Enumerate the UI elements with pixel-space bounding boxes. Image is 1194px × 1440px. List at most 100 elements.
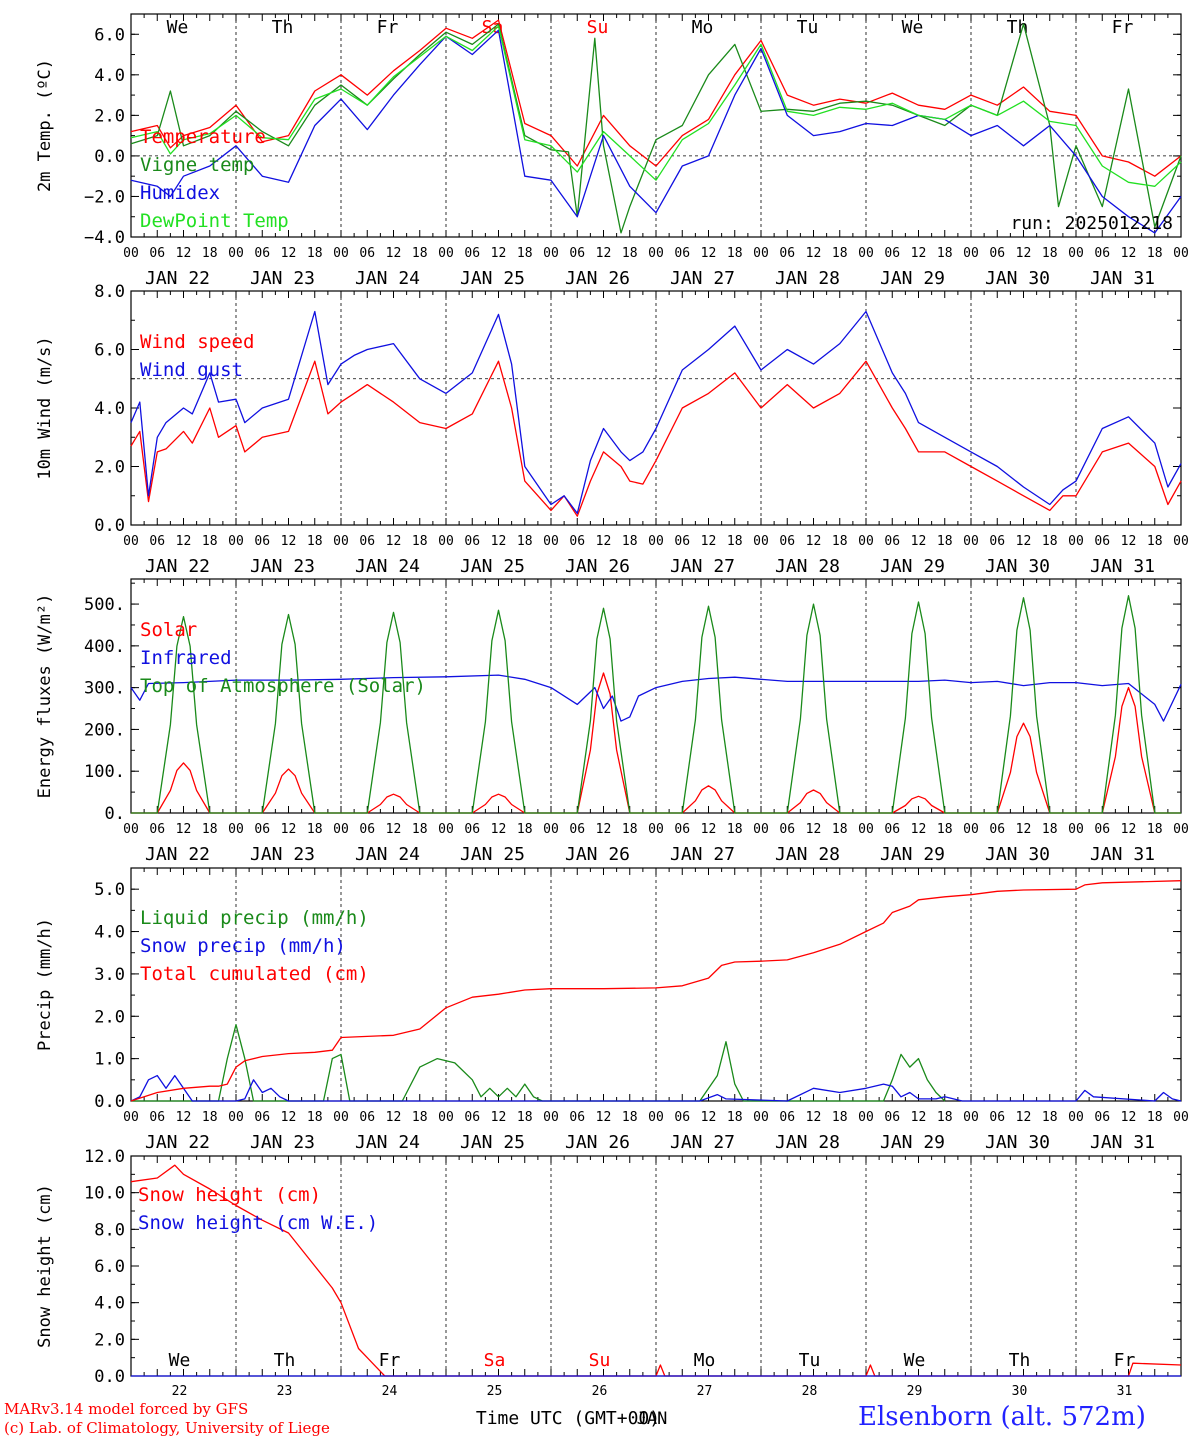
hour-tick-label: 18 (832, 822, 848, 837)
series-line-wind-gust (130, 310, 1182, 514)
legend-entry: Snow precip (mm/h) (140, 935, 346, 957)
hour-tick-label: 00 (123, 534, 139, 549)
y-tick-label: 0. (105, 804, 125, 824)
hour-tick-label: 06 (779, 1110, 795, 1125)
hour-tick-label: 06 (1094, 1110, 1110, 1125)
date-label: JAN 25 (460, 1132, 525, 1153)
overlap-label: JAN (637, 1409, 668, 1429)
y-tick-label: 6.0 (94, 341, 125, 361)
date-label: JAN 22 (145, 1132, 210, 1153)
hour-tick-label: 00 (858, 246, 874, 261)
panel-2: 8.0 6.0 4.0 2.0 0.0 10m Wind (m/s) 00 06 12 18 JAN… (35, 282, 1189, 577)
hour-tick-label: 00 (1173, 534, 1189, 549)
date-label: JAN 23 (250, 556, 315, 577)
date-label: JAN 27 (670, 556, 735, 577)
hour-tick-label: 00 (648, 822, 664, 837)
hour-tick-label: 12 (596, 822, 612, 837)
hour-tick-label: 06 (674, 534, 690, 549)
hour-tick-label: 00 (228, 246, 244, 261)
hour-tick-label: 12 (386, 534, 402, 549)
hour-tick-label: 18 (1147, 534, 1163, 549)
y-tick-label: 2.0 (94, 1007, 125, 1027)
weekday-label: We (169, 1350, 191, 1371)
y-tick-label: 6.0 (94, 25, 125, 45)
hour-tick-label: 18 (832, 1110, 848, 1125)
series-line-vigne-temp (130, 23, 1182, 234)
weekday-label: Fr (377, 17, 399, 38)
y-tick-label: 3.0 (94, 965, 125, 985)
panel-4: 5.0 4.0 3.0 2.0 1.0 0.0 Precip (mm/h) 00 06 12 18 J… (35, 867, 1189, 1153)
hour-tick-label: 12 (1016, 1110, 1032, 1125)
hour-tick-label: 00 (123, 1110, 139, 1125)
y-tick-label: 0.0 (94, 516, 125, 536)
hour-tick-label: 12 (491, 534, 507, 549)
y-tick-label: 0.0 (94, 147, 125, 167)
hour-tick-label: 12 (596, 246, 612, 261)
y-tick-label: 200. (84, 720, 125, 740)
day-number-label: 28 (802, 1384, 818, 1399)
legend-entry: Humidex (140, 182, 220, 204)
hour-tick-label: 18 (1042, 1110, 1058, 1125)
hour-tick-label: 06 (989, 1110, 1005, 1125)
hour-tick-label: 06 (569, 822, 585, 837)
hour-tick-label: 12 (1016, 246, 1032, 261)
date-label: JAN 30 (985, 268, 1050, 289)
date-label: JAN 31 (1090, 556, 1155, 577)
y-tick-label: 300. (84, 679, 125, 699)
date-label: JAN 22 (145, 268, 210, 289)
hour-tick-label: 00 (123, 246, 139, 261)
hour-tick-label: 12 (806, 246, 822, 261)
hour-tick-label: 18 (937, 534, 953, 549)
date-label: JAN 27 (670, 1132, 735, 1153)
panel-3: 500. 400. 300. 200. 100. 0. Energy fluxes (W/m… (35, 578, 1189, 865)
hour-tick-label: 06 (884, 1110, 900, 1125)
date-label: JAN 31 (1090, 844, 1155, 865)
weekday-label: Th (1009, 1350, 1031, 1371)
date-label: JAN 29 (880, 556, 945, 577)
hour-tick-label: 18 (517, 534, 533, 549)
hour-tick-label: 18 (727, 822, 743, 837)
date-label: JAN 23 (250, 268, 315, 289)
hour-tick-label: 00 (753, 1110, 769, 1125)
series-line-snow-precip-mm-h- (130, 1074, 1182, 1102)
hour-tick-label: 18 (727, 1110, 743, 1125)
y-tick-label: 8.0 (94, 1220, 125, 1240)
hour-tick-label: 18 (1147, 822, 1163, 837)
weekday-label: Th (1007, 17, 1029, 38)
date-label: JAN 26 (565, 268, 630, 289)
y-tick-label: 0.0 (94, 1367, 125, 1387)
legend-entry: Snow height (cm) (138, 1184, 321, 1206)
hour-tick-label: 18 (307, 534, 323, 549)
date-label: JAN 24 (355, 268, 420, 289)
hour-tick-label: 18 (307, 246, 323, 261)
x-axis-label: Time UTC (GMT+00) (476, 1408, 660, 1429)
hour-tick-label: 06 (254, 534, 270, 549)
hour-tick-label: 06 (359, 246, 375, 261)
date-label: JAN 22 (145, 556, 210, 577)
hour-tick-label: 06 (779, 246, 795, 261)
hour-tick-label: 06 (884, 822, 900, 837)
day-number-label: 24 (382, 1384, 398, 1399)
y-tick-label: 4.0 (94, 923, 125, 943)
date-label: JAN 29 (880, 268, 945, 289)
weekday-label: Fr (1112, 17, 1134, 38)
weekday-label: We (904, 1350, 926, 1371)
hour-tick-label: 18 (727, 246, 743, 261)
y-tick-label: −4.0 (84, 228, 125, 248)
hour-tick-label: 18 (412, 534, 428, 549)
hour-tick-label: 00 (963, 534, 979, 549)
date-label: JAN 30 (985, 844, 1050, 865)
hour-tick-label: 12 (701, 246, 717, 261)
run-annotation: run: 2025012218 (1010, 213, 1173, 234)
hour-tick-label: 12 (1121, 822, 1137, 837)
hour-tick-label: 18 (622, 822, 638, 837)
hour-tick-label: 12 (806, 1110, 822, 1125)
y-tick-label: 2.0 (94, 1330, 125, 1350)
date-label: JAN 24 (355, 1132, 420, 1153)
hour-tick-label: 12 (1121, 246, 1137, 261)
hour-tick-label: 00 (438, 246, 454, 261)
plot-frame (130, 13, 1182, 238)
day-number-label: 30 (1012, 1384, 1028, 1399)
date-label: JAN 30 (985, 556, 1050, 577)
